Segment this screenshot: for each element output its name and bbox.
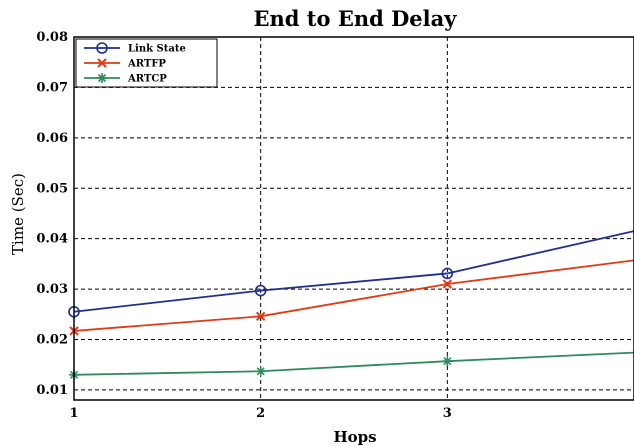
- legend-item: Link State: [84, 42, 186, 55]
- x-axis-label: Hops: [333, 428, 376, 446]
- series-link-state: [68, 230, 634, 318]
- legend-label: ARTCP: [127, 74, 167, 85]
- legend: Link State ARTFP ARTCP: [75, 38, 218, 88]
- legend-item: ARTFP: [84, 58, 166, 70]
- x-tick-label: 1: [69, 406, 78, 421]
- legend-label: ARTFP: [127, 59, 166, 70]
- y-tick-label: 0.03: [36, 282, 68, 297]
- series-line: [73, 351, 634, 376]
- data-point: [442, 279, 453, 289]
- series-line: [73, 259, 634, 332]
- data-point: [255, 366, 266, 377]
- chart-title: End to End Delay: [254, 6, 458, 31]
- y-tick-label: 0.04: [36, 232, 68, 247]
- y-tick-label: 0.07: [36, 80, 68, 95]
- tick-labels: 0.01 0.02 0.03 0.04 0.05 0.06 0.07 0.08 1 2 3: [36, 30, 452, 421]
- data-point: [255, 311, 266, 322]
- series-artfp: [69, 259, 634, 336]
- data-point: [442, 356, 453, 367]
- data-point: [254, 284, 267, 297]
- series-layer: [68, 230, 634, 380]
- series-artcp: [69, 351, 634, 380]
- y-tick-label: 0.06: [36, 131, 68, 146]
- y-tick-label: 0.08: [36, 30, 68, 45]
- legend-marker: [97, 73, 107, 83]
- y-tick-label: 0.01: [36, 383, 68, 398]
- legend-item: ARTCP: [84, 73, 167, 85]
- y-axis-label: Time (Sec): [9, 173, 27, 255]
- plot-frame: [73, 36, 634, 401]
- legend-marker: [96, 42, 108, 54]
- y-tick-label: 0.05: [36, 181, 68, 196]
- y-tick-label: 0.02: [36, 333, 68, 348]
- series-line: [73, 230, 634, 313]
- legend-marker: [97, 58, 107, 68]
- gridlines: [73, 36, 634, 400]
- x-tick-label: 2: [256, 406, 265, 421]
- legend-label: Link State: [128, 44, 186, 55]
- x-tick-label: 3: [443, 406, 452, 421]
- data-point: [441, 267, 454, 280]
